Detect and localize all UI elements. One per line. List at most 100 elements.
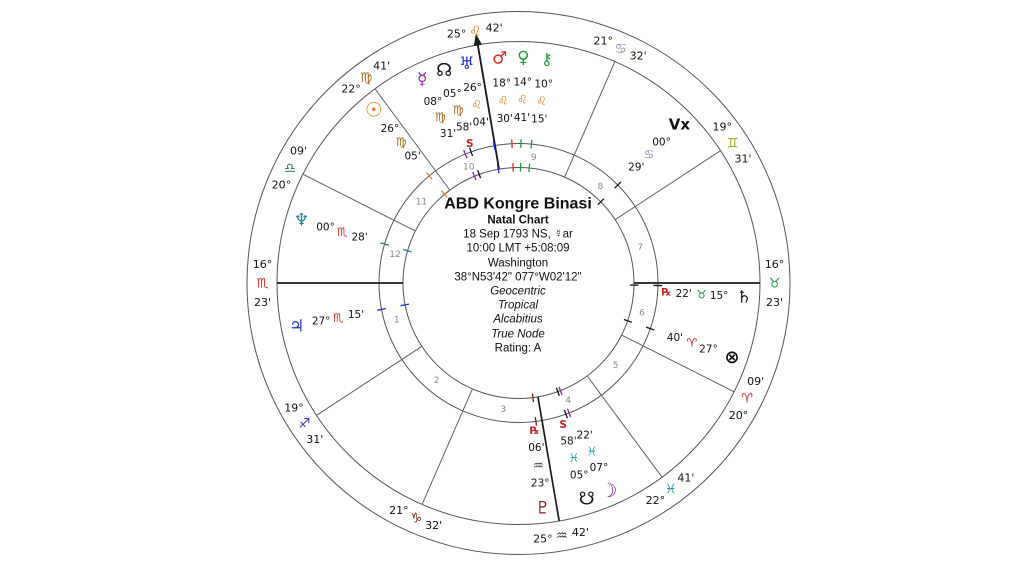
neptune-minutes: 28' [351, 231, 367, 243]
pluto-position-tick [534, 416, 538, 426]
venus-minutes: 41' [514, 112, 530, 124]
chart-title: ABD Kongre Binasi [444, 195, 592, 213]
outer-circle [246, 11, 791, 555]
uranus-minutes: 04' [473, 117, 489, 129]
chiron-degrees: 10° [534, 78, 553, 90]
cusp-10-degrees: 25° [447, 28, 467, 41]
house-cusp-line-6 [621, 334, 735, 393]
saturn-sign-taurus-icon: ♉ [696, 287, 707, 301]
south-node-degrees: 05° [570, 469, 589, 481]
venus-icon: ♀ [517, 48, 529, 68]
chiron-minutes: 15' [531, 113, 547, 125]
north-node-minutes: 58' [456, 121, 472, 133]
sun-icon: ☉ [365, 97, 383, 121]
cusp-3-degrees: 21° [389, 504, 409, 517]
cusp-5-minutes: 41' [677, 471, 694, 484]
house-cusp-line-12 [302, 173, 416, 232]
cusp-11-degrees: 22° [341, 82, 361, 95]
house-cusp-line-3 [421, 388, 473, 505]
north-node-degrees: 05° [443, 88, 462, 100]
chiron-sign-leo-icon: ♌ [536, 94, 547, 108]
vertex-icon: Vx [669, 116, 691, 134]
moon-degrees: 07° [590, 462, 609, 474]
cusp-9-sign-cancer-icon: ♋ [615, 41, 627, 57]
moon-position-tick [558, 386, 563, 396]
uranus-sign-leo-icon: ♌ [471, 98, 482, 112]
chart-info-block: ABD Kongre Binasi Natal Chart 18 Sep 179… [398, 194, 638, 355]
cusp-4-minutes: 42' [572, 526, 589, 539]
house-cusp-line-2 [316, 345, 423, 416]
south-node-minutes: 58' [560, 435, 576, 447]
pluto-icon: ♇ [535, 499, 550, 519]
pluto-minutes: 06' [528, 442, 544, 454]
mercury-icon: ☿ [417, 69, 427, 89]
cusp-8-sign-gemini-icon: ♊ [727, 135, 739, 151]
house-number-2: 2 [434, 376, 440, 386]
pluto-sign-aquarius-icon: ♒ [533, 459, 544, 473]
mercury-sign-virgo-icon: ♍ [435, 110, 446, 124]
vertex-position-tick [614, 181, 622, 189]
mars-minutes: 30' [497, 113, 513, 125]
neptune-sign-scorpio-icon: ♏ [337, 225, 348, 239]
cusp-11-sign-virgo-icon: ♍ [360, 70, 372, 86]
cusp-7-sign-taurus-icon: ♉ [768, 276, 780, 292]
neptune-position-tick [380, 242, 390, 246]
chiron-position-tick [528, 163, 531, 173]
north-node-icon: ☊ [436, 60, 452, 81]
house-cusp-line-4 [537, 396, 561, 522]
house-cusp-line-11 [374, 88, 451, 191]
cusp-6-sign-aries-icon: ♈ [741, 391, 753, 407]
chart-type: Natal Chart [487, 214, 549, 227]
jupiter-minutes: 15' [348, 309, 364, 321]
saturn-retrograde-marker: ℞ [662, 287, 671, 299]
part-of-fortune-icon: ⊗ [725, 347, 740, 368]
house-number-11: 11 [416, 197, 427, 207]
chart-location: Washington [487, 257, 549, 270]
mercury-degrees: 08° [424, 96, 443, 108]
neptune-position-tick [403, 248, 412, 253]
saturn-icon: ♄ [736, 288, 751, 308]
chiron-position-tick [530, 139, 533, 149]
south-node-sign-pisces-icon: ♓ [569, 451, 580, 465]
house-number-6: 6 [639, 309, 645, 319]
house-number-8: 8 [598, 182, 604, 192]
cusp-3-minutes: 32' [425, 519, 442, 532]
south-node-stationary-marker: S [559, 419, 567, 431]
uranus-position-tick [496, 164, 500, 174]
cusp-12-sign-libra-icon: ♎ [284, 160, 296, 176]
south-node-position-tick [555, 387, 560, 397]
pluto-position-tick [531, 393, 535, 403]
mars-degrees: 18° [492, 77, 511, 89]
chart-node-type: True Node [491, 328, 545, 341]
mc-axis-line [477, 45, 500, 170]
pluto-retrograde-marker: ℞ [530, 425, 539, 437]
moon-sign-pisces-icon: ♓ [587, 444, 598, 458]
neptune-icon: ♆ [294, 211, 309, 231]
vertex-position-tick [597, 198, 605, 206]
pluto-degrees: 23° [531, 477, 550, 489]
part-of-fortune-minutes: 40' [667, 332, 683, 344]
cusp-4-degrees: 25° [533, 532, 553, 545]
moon-minutes: 22' [577, 429, 593, 441]
part-of-fortune-position-tick [645, 326, 655, 331]
jupiter-position-tick [400, 303, 410, 307]
chart-zodiac: Tropical [497, 299, 539, 312]
north-node-position-tick [468, 147, 474, 157]
jupiter-icon: ♃ [289, 317, 304, 337]
cusp-1-sign-scorpio-icon: ♏ [256, 276, 268, 292]
part-of-fortune-position-tick [623, 318, 633, 323]
jupiter-sign-scorpio-icon: ♏ [333, 311, 344, 325]
mercury-minutes: 31' [440, 128, 456, 140]
chart-rating: Rating: A [494, 342, 542, 355]
saturn-minutes: 22' [676, 288, 692, 300]
mars-icon: ♂ [492, 49, 507, 69]
cusp-9-degrees: 21° [594, 35, 614, 48]
cusp-1-degrees: 16° [253, 258, 273, 271]
north-node-sign-virgo-icon: ♍ [453, 103, 464, 117]
cusp-1-minutes: 23' [254, 296, 271, 309]
house-number-10: 10 [463, 162, 475, 172]
jupiter-degrees: 27° [312, 316, 331, 328]
sun-position-tick [425, 172, 433, 180]
sun-sign-virgo-icon: ♍ [396, 135, 407, 149]
